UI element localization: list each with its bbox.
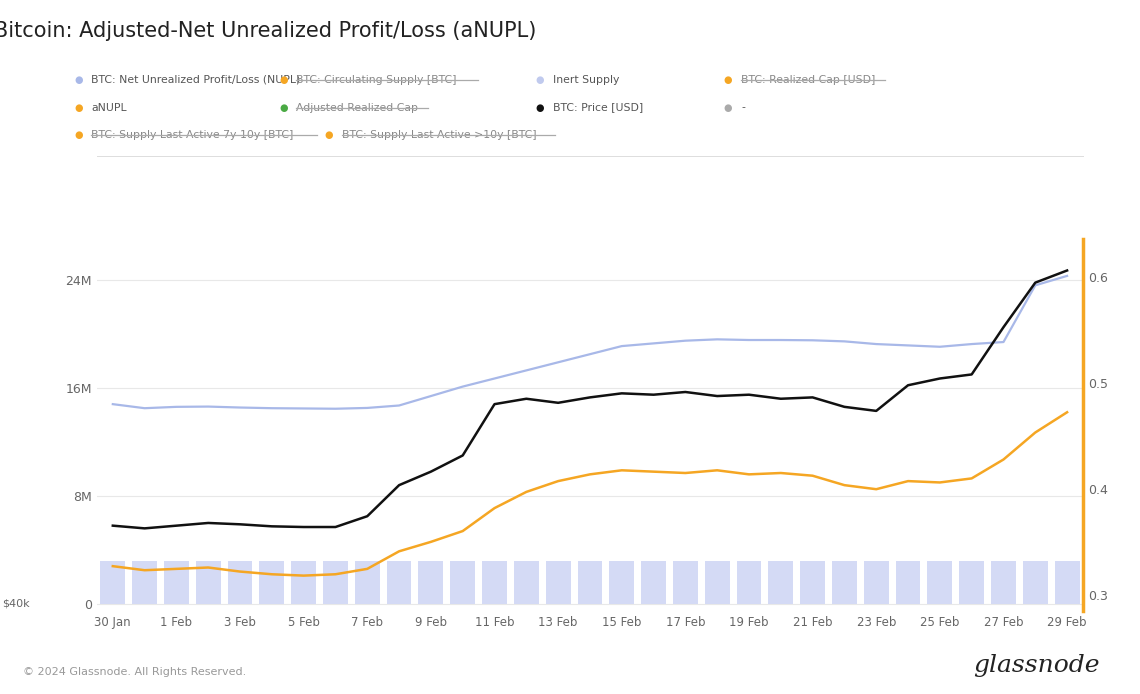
Bar [991,561,1016,604]
Text: aNUPL: aNUPL [91,103,127,112]
Bar [228,561,252,604]
Bar [291,561,316,604]
Bar [610,561,634,604]
Bar [132,561,157,604]
Bar [164,561,189,604]
Bar [928,561,952,604]
Text: ●: ● [279,75,287,85]
Bar [673,561,698,604]
Text: BTC: Circulating Supply [BTC]: BTC: Circulating Supply [BTC] [296,75,457,85]
Bar [1054,561,1080,604]
Text: ●: ● [724,75,732,85]
Bar [260,561,284,604]
Bar [705,561,730,604]
Bar [355,561,380,604]
Text: ●: ● [325,130,333,140]
Bar [100,561,125,604]
Text: BTC: Supply Last Active 7y-10y [BTC]: BTC: Supply Last Active 7y-10y [BTC] [91,130,294,140]
Text: Adjusted Realized Cap: Adjusted Realized Cap [296,103,418,112]
Text: BTC: Realized Cap [USD]: BTC: Realized Cap [USD] [741,75,876,85]
Text: ●: ● [724,103,732,112]
Text: ●: ● [74,103,82,112]
Text: ●: ● [74,75,82,85]
Bar [418,561,443,604]
Text: ●: ● [279,103,287,112]
Bar [578,561,602,604]
Text: BTC: Net Unrealized Profit/Loss (NUPL): BTC: Net Unrealized Profit/Loss (NUPL) [91,75,301,85]
Text: © 2024 Glassnode. All Rights Reserved.: © 2024 Glassnode. All Rights Reserved. [23,667,246,677]
Text: glassnode: glassnode [974,654,1100,677]
Bar [323,561,348,604]
Text: ●: ● [536,75,544,85]
Text: BTC: Price [USD]: BTC: Price [USD] [553,103,643,112]
Bar [546,561,570,604]
Text: BTC: Supply Last Active >10y [BTC]: BTC: Supply Last Active >10y [BTC] [342,130,537,140]
Bar [959,561,984,604]
Text: ●: ● [74,130,82,140]
Bar [768,561,793,604]
Bar [1023,561,1048,604]
Text: $40k: $40k [2,599,30,609]
Bar [450,561,475,604]
Bar [800,561,825,604]
Text: ●: ● [536,103,544,112]
Text: -: - [741,103,744,112]
Bar [482,561,507,604]
Bar [864,561,889,604]
Bar [196,561,221,604]
Bar [736,561,762,604]
Bar [832,561,857,604]
Bar [641,561,666,604]
Text: Bitcoin: Adjusted-Net Unrealized Profit/Loss (aNUPL): Bitcoin: Adjusted-Net Unrealized Profit/… [0,21,537,41]
Text: Inert Supply: Inert Supply [553,75,619,85]
Bar [896,561,920,604]
Bar [514,561,539,604]
Bar [386,561,412,604]
